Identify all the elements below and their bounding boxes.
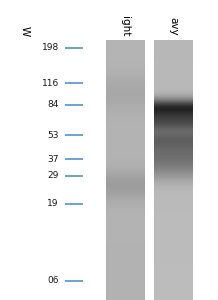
Text: ight: ight [120,16,130,36]
Text: 116: 116 [42,79,59,88]
Text: 53: 53 [47,131,59,140]
Text: 198: 198 [42,43,59,52]
Text: 29: 29 [48,171,59,180]
Text: 19: 19 [47,200,59,208]
Text: avy: avy [168,17,178,36]
Text: 84: 84 [48,100,59,109]
Text: 06: 06 [47,276,59,285]
Text: W: W [20,26,30,36]
Text: 37: 37 [47,155,59,164]
